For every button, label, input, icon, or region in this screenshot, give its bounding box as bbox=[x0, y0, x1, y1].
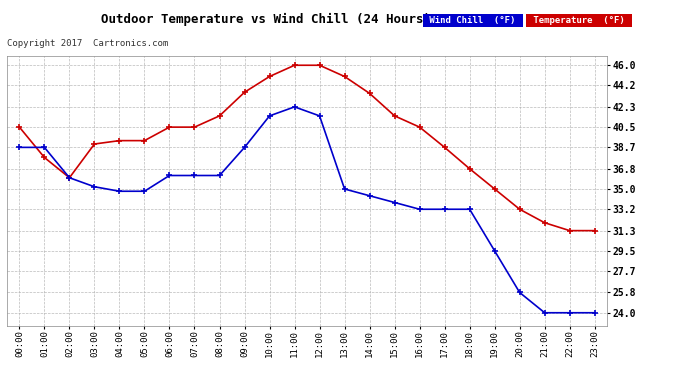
Text: Copyright 2017  Cartronics.com: Copyright 2017 Cartronics.com bbox=[7, 39, 168, 48]
Text: Temperature  (°F): Temperature (°F) bbox=[528, 16, 630, 25]
Text: Wind Chill  (°F): Wind Chill (°F) bbox=[424, 16, 521, 25]
Text: Outdoor Temperature vs Wind Chill (24 Hours)  20170321: Outdoor Temperature vs Wind Chill (24 Ho… bbox=[101, 13, 506, 26]
